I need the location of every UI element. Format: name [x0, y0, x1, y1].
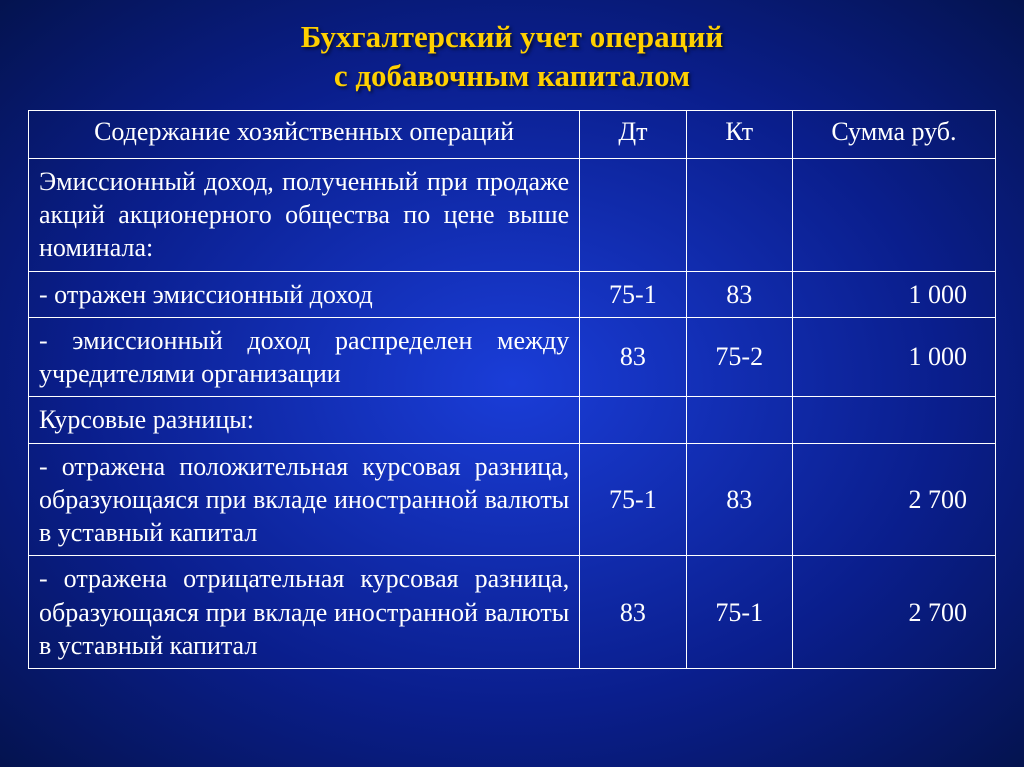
- cell-kt: 83: [686, 443, 792, 556]
- slide: Бухгалтерский учет операций с добавочным…: [0, 0, 1024, 767]
- cell-sum: 1 000: [792, 317, 995, 397]
- table-row: Эмиссионный доход, полученный при продаж…: [29, 158, 996, 271]
- title-line-2: с добавочным капиталом: [334, 58, 690, 93]
- cell-dt: 83: [580, 556, 686, 669]
- table-row: - отражена положительная курсовая разниц…: [29, 443, 996, 556]
- cell-dt: 83: [580, 317, 686, 397]
- col-header-sum: Сумма руб.: [792, 110, 995, 158]
- cell-desc: - отражен эмиссионный доход: [29, 271, 580, 317]
- cell-sum: 2 700: [792, 556, 995, 669]
- table-row: - эмиссионный доход распределен между уч…: [29, 317, 996, 397]
- table-row: - отражена отрицательная курсовая разниц…: [29, 556, 996, 669]
- cell-kt: 83: [686, 271, 792, 317]
- cell-desc: Курсовые разницы:: [29, 397, 580, 443]
- cell-kt: [686, 158, 792, 271]
- table-header-row: Содержание хозяйственных операций Дт Кт …: [29, 110, 996, 158]
- cell-kt: 75-1: [686, 556, 792, 669]
- cell-dt: 75-1: [580, 271, 686, 317]
- accounting-table: Содержание хозяйственных операций Дт Кт …: [28, 110, 996, 670]
- cell-dt: [580, 397, 686, 443]
- cell-desc: - отражена положительная курсовая разниц…: [29, 443, 580, 556]
- cell-desc: Эмиссионный доход, полученный при продаж…: [29, 158, 580, 271]
- col-header-dt: Дт: [580, 110, 686, 158]
- cell-sum: 1 000: [792, 271, 995, 317]
- title-line-1: Бухгалтерский учет операций: [301, 19, 723, 54]
- cell-kt: [686, 397, 792, 443]
- col-header-kt: Кт: [686, 110, 792, 158]
- cell-dt: [580, 158, 686, 271]
- cell-desc: - отражена отрицательная курсовая разниц…: [29, 556, 580, 669]
- cell-desc: - эмиссионный доход распределен между уч…: [29, 317, 580, 397]
- table-row: Курсовые разницы:: [29, 397, 996, 443]
- col-header-desc: Содержание хозяйственных операций: [29, 110, 580, 158]
- cell-sum: [792, 397, 995, 443]
- cell-sum: [792, 158, 995, 271]
- cell-sum: 2 700: [792, 443, 995, 556]
- table-row: - отражен эмиссионный доход 75-1 83 1 00…: [29, 271, 996, 317]
- cell-dt: 75-1: [580, 443, 686, 556]
- slide-title: Бухгалтерский учет операций с добавочным…: [28, 18, 996, 96]
- cell-kt: 75-2: [686, 317, 792, 397]
